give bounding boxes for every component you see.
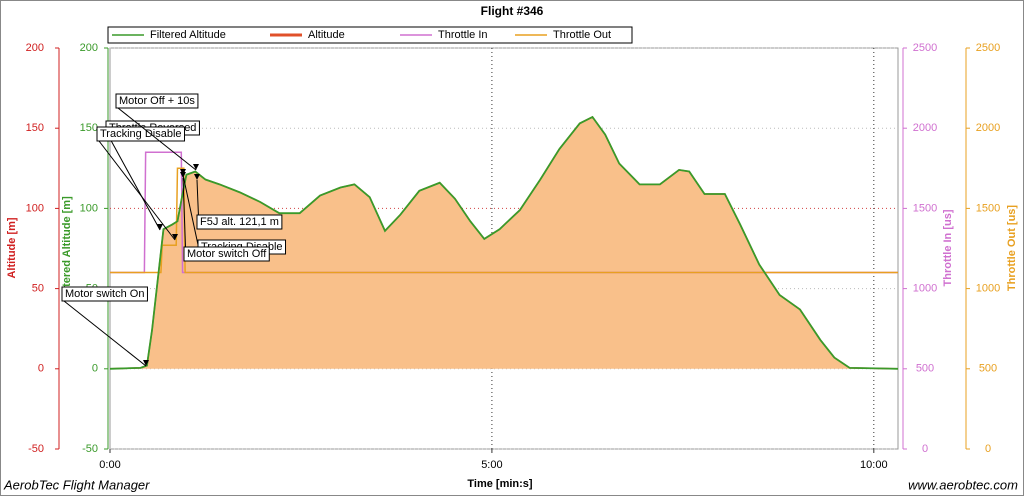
annotation-arrowhead	[157, 224, 163, 230]
y-tick-label: 0	[38, 363, 44, 375]
annotation-arrowhead	[193, 164, 199, 170]
y-tick-label: 150	[26, 122, 44, 134]
y-filtered-axis-title: Filtered Altitude [m]	[61, 196, 73, 300]
y2-tick-label: 2000	[913, 122, 937, 134]
annotation-arrowhead	[180, 172, 186, 178]
x-tick-label: 5:00	[481, 459, 502, 471]
annotation: Tracking Disable	[100, 128, 182, 140]
annotation-arrow	[98, 140, 176, 241]
y-tick-label: 0	[92, 363, 98, 375]
y2-tick-label: 1000	[913, 283, 937, 295]
annotation-box	[196, 214, 283, 230]
y-tick-label: 200	[80, 42, 98, 54]
y-tick-label: -50	[82, 443, 98, 455]
footer-left: AerobTec Flight Manager	[3, 477, 150, 492]
y3-tick-label: 1500	[976, 202, 1000, 214]
y-tick-label: 50	[32, 283, 44, 295]
annotation-box	[96, 126, 186, 142]
chart-title: Flight #346	[481, 4, 544, 18]
annotation: Motor switch Off	[187, 248, 267, 260]
legend-label: Throttle In	[438, 29, 488, 41]
y-axis-title: Altitude [m]	[6, 217, 18, 278]
area	[110, 116, 898, 369]
legend	[107, 26, 633, 44]
annotation: F5J alt. 121,1 m	[200, 216, 279, 228]
y3-tick-label: 2500	[976, 42, 1000, 54]
y2-tick-label: 2500	[913, 42, 937, 54]
y3-tick-label: 0	[985, 443, 991, 455]
annotation: Motor Off + 10s	[119, 95, 195, 107]
x-tick-label: 0:00	[99, 459, 120, 471]
x-axis-title: Time [min:s]	[467, 478, 533, 490]
x-tick-label: 10:00	[860, 459, 888, 471]
y-tick-label: 200	[26, 42, 44, 54]
y3-axis-title: Throttle Out [us]	[1006, 205, 1018, 291]
y2-tick-label: 500	[916, 363, 934, 375]
annotation-arrow	[63, 300, 147, 367]
y-tick-label: 100	[26, 202, 44, 214]
y3-tick-label: 1000	[976, 283, 1000, 295]
footer-right: www.aerobtec.com	[908, 477, 1018, 492]
annotation-arrowhead	[194, 174, 200, 180]
y2-tick-label: 1500	[913, 202, 937, 214]
annotation-box	[61, 286, 148, 302]
y-tick-label: 100	[80, 202, 98, 214]
y-tick-label: 150	[80, 122, 98, 134]
annotation: Motor switch On	[65, 288, 144, 300]
annotation-arrow	[107, 134, 161, 231]
annotation-arrow	[182, 174, 201, 255]
annotation-arrowhead	[172, 234, 178, 240]
annotation-arrow	[117, 107, 197, 171]
legend-label: Throttle Out	[553, 29, 611, 41]
annotation-box	[115, 93, 199, 109]
y2-tick-label: 0	[922, 443, 928, 455]
annotation-arrowhead	[143, 360, 149, 366]
y2-axis-title: Throttle In [us]	[942, 209, 954, 286]
y-tick-label: -50	[28, 443, 44, 455]
legend-label: Filtered Altitude	[150, 29, 226, 41]
y3-tick-label: 500	[979, 363, 997, 375]
y3-tick-label: 2000	[976, 122, 1000, 134]
annotation-box	[183, 246, 270, 262]
legend-label: Altitude	[308, 29, 345, 41]
